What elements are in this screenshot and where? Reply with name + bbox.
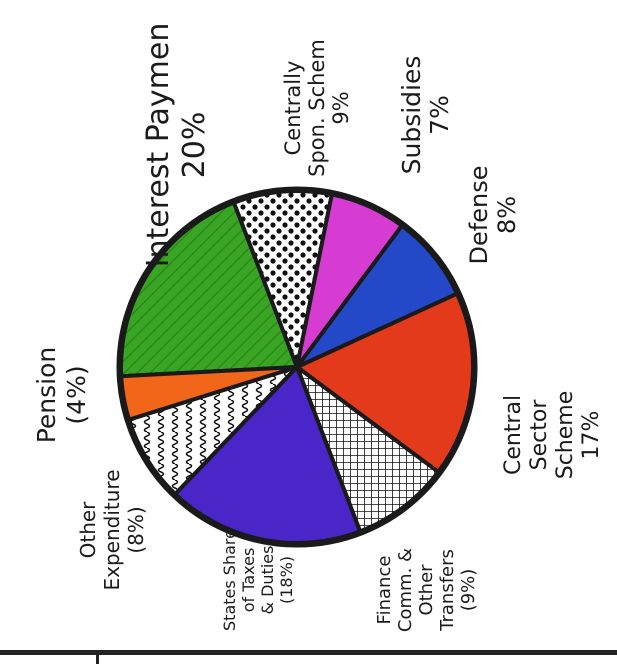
bottom-edge-line: [0, 650, 617, 655]
pie-outline: [116, 186, 478, 548]
slice-label-line: (18%): [277, 556, 296, 604]
bottom-edge-tick: [96, 655, 99, 664]
slice-label-line: 9%: [329, 91, 353, 124]
slice-label-line: (4%): [62, 365, 91, 424]
slice-label-line: & Duties: [258, 546, 277, 615]
slice-label-line: (9%): [458, 569, 479, 612]
slice-label-line: States Share: [220, 529, 239, 631]
slice-label: FinanceComm. &OtherTransfers(9%): [374, 548, 479, 632]
slice-label-line: Other: [416, 564, 437, 616]
slice-label-line: (8%): [124, 506, 148, 553]
slice-label: OtherExpenditure(8%): [76, 469, 148, 590]
slice-label-line: Interest Paymen: [141, 23, 176, 268]
slice-label-line: Scheme: [553, 391, 578, 480]
slice-label-line: 20%: [177, 112, 212, 179]
slice-label-line: Central: [501, 395, 526, 475]
slice-label-line: Subsidies: [397, 56, 426, 175]
slice-label: States Shareof Taxes& Duties(18%): [220, 529, 296, 631]
slice-label: Subsidies7%: [397, 56, 454, 175]
slice-label-line: of Taxes: [239, 548, 258, 613]
slice-label-line: Sector: [527, 399, 552, 471]
slice-label: Interest Paymen20%: [141, 23, 212, 268]
slice-label-line: Pension: [32, 347, 61, 444]
slice-label-line: Centrally: [281, 61, 305, 156]
slice-label-line: Expenditure: [100, 469, 124, 590]
slice-label: CentralSectorScheme17%: [501, 391, 604, 480]
slice-label-line: Spon. Schem: [305, 39, 329, 177]
slice-label: CentrallySpon. Schem9%: [281, 39, 353, 177]
slice-label-line: Transfers: [437, 549, 458, 632]
slice-label: Defense8%: [465, 166, 521, 265]
slice-label-line: Defense: [465, 166, 493, 265]
slice-label-line: 17%: [579, 411, 604, 460]
slice-label-line: Finance: [374, 556, 395, 625]
slice-label: Pension(4%): [32, 347, 91, 444]
slice-label-line: Comm. &: [395, 548, 416, 632]
slice-label-line: 8%: [493, 196, 521, 234]
slice-label-line: Other: [76, 501, 100, 559]
slice-label-line: 7%: [425, 95, 454, 135]
slice-labels: Interest Paymen20% CentrallySpon. Schem9%…: [32, 23, 604, 632]
